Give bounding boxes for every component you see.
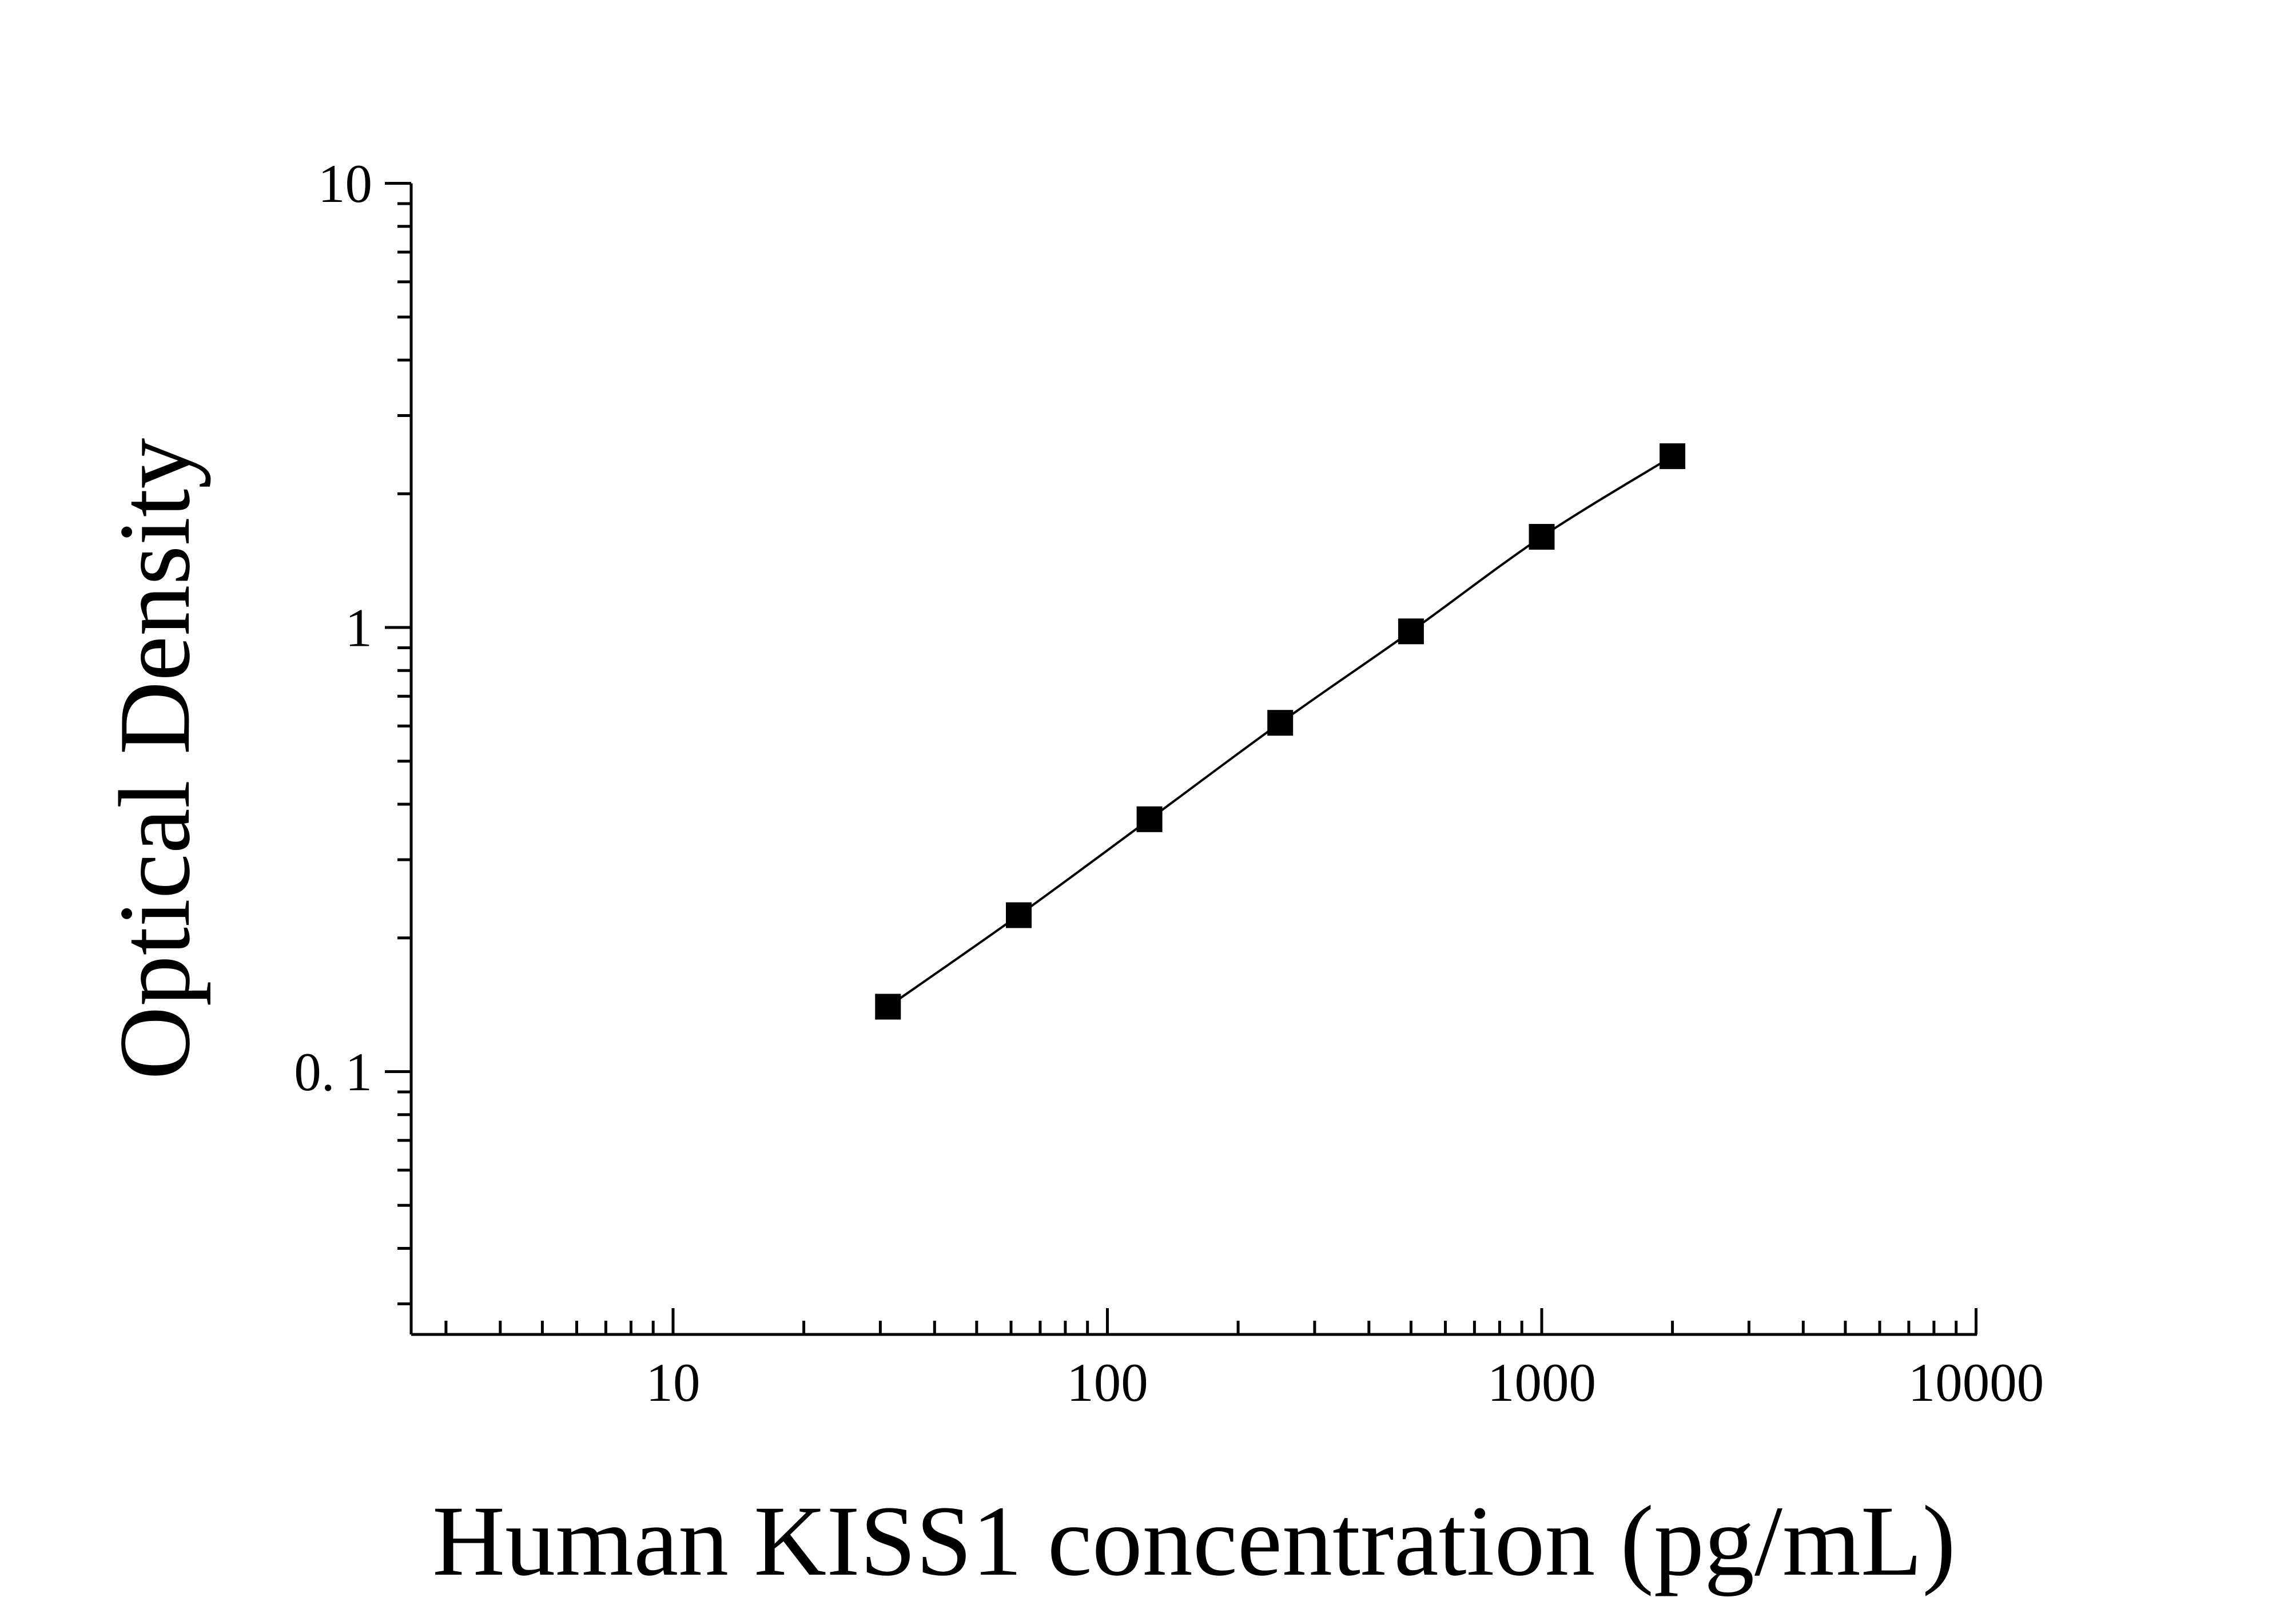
svg-text:1: 1	[345, 597, 373, 658]
svg-text:10: 10	[318, 153, 372, 214]
svg-text:Optical Density: Optical Density	[98, 438, 211, 1080]
svg-text:1000: 1000	[1487, 1352, 1596, 1413]
svg-text:0.1: 0. 1	[294, 1042, 372, 1102]
svg-text:10000: 10000	[1908, 1352, 2044, 1413]
svg-text:100: 100	[1067, 1352, 1148, 1413]
svg-text:Human KISS1 concentration (pg/: Human KISS1 concentration (pg/mL)	[432, 1485, 1956, 1597]
svg-text:10: 10	[646, 1352, 701, 1413]
